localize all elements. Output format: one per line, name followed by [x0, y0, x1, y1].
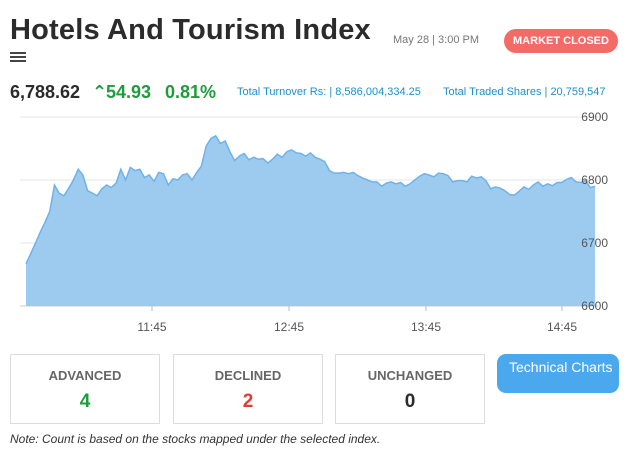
- total-traded-shares: Total Traded Shares | 20,759,547: [443, 86, 606, 98]
- advanced-card: ADVANCED 4: [10, 354, 160, 424]
- index-change: ⌃54.93: [92, 82, 151, 103]
- index-price: 6,788.62: [10, 82, 81, 102]
- change-value: 54.93: [106, 82, 152, 102]
- up-arrow-icon: ⌃: [92, 82, 108, 102]
- timestamp: May 28 | 3:00 PM: [393, 34, 480, 46]
- unchanged-card: UNCHANGED 0: [335, 354, 485, 424]
- shares-value: 20,759,547: [550, 86, 606, 98]
- turnover-value: 8,586,004,334.25: [335, 86, 421, 98]
- chart-area-fill: [26, 135, 595, 306]
- unchanged-label: UNCHANGED: [367, 368, 453, 383]
- footnote: Note: Count is based on the stocks mappe…: [10, 432, 381, 446]
- technical-charts-button[interactable]: Technical Charts: [497, 354, 619, 393]
- declined-label: DECLINED: [214, 368, 282, 383]
- advanced-label: ADVANCED: [48, 368, 122, 383]
- declined-card: DECLINED 2: [173, 354, 323, 424]
- page-title: Hotels And Tourism Index: [10, 14, 371, 46]
- turnover-label: Total Turnover Rs:: [237, 86, 327, 98]
- y-tick-label: 6900: [581, 110, 608, 124]
- x-tick-label: 13:45: [411, 320, 441, 334]
- y-tick-label: 6600: [581, 299, 608, 313]
- declined-value: 2: [242, 391, 254, 412]
- unchanged-value: 0: [404, 391, 416, 412]
- index-area-chart: 6900 6800 6700 6600 11:45 12:45 13:45 14:45: [20, 110, 608, 334]
- x-tick-label: 11:45: [137, 320, 166, 334]
- market-status-badge: MARKET CLOSED: [504, 29, 618, 53]
- hamburger-menu-icon[interactable]: [10, 52, 26, 65]
- advanced-value: 4: [79, 391, 91, 412]
- y-tick-label: 6700: [581, 236, 608, 250]
- total-turnover: Total Turnover Rs: | 8,586,004,334.25: [237, 86, 421, 98]
- y-tick-label: 6800: [581, 173, 608, 187]
- shares-label: Total Traded Shares: [443, 86, 542, 98]
- chart-series-line: [25, 134, 596, 265]
- x-tick-label: 12:45: [274, 320, 304, 334]
- index-percent: 0.81%: [165, 82, 217, 102]
- x-tick-label: 14:45: [547, 320, 577, 334]
